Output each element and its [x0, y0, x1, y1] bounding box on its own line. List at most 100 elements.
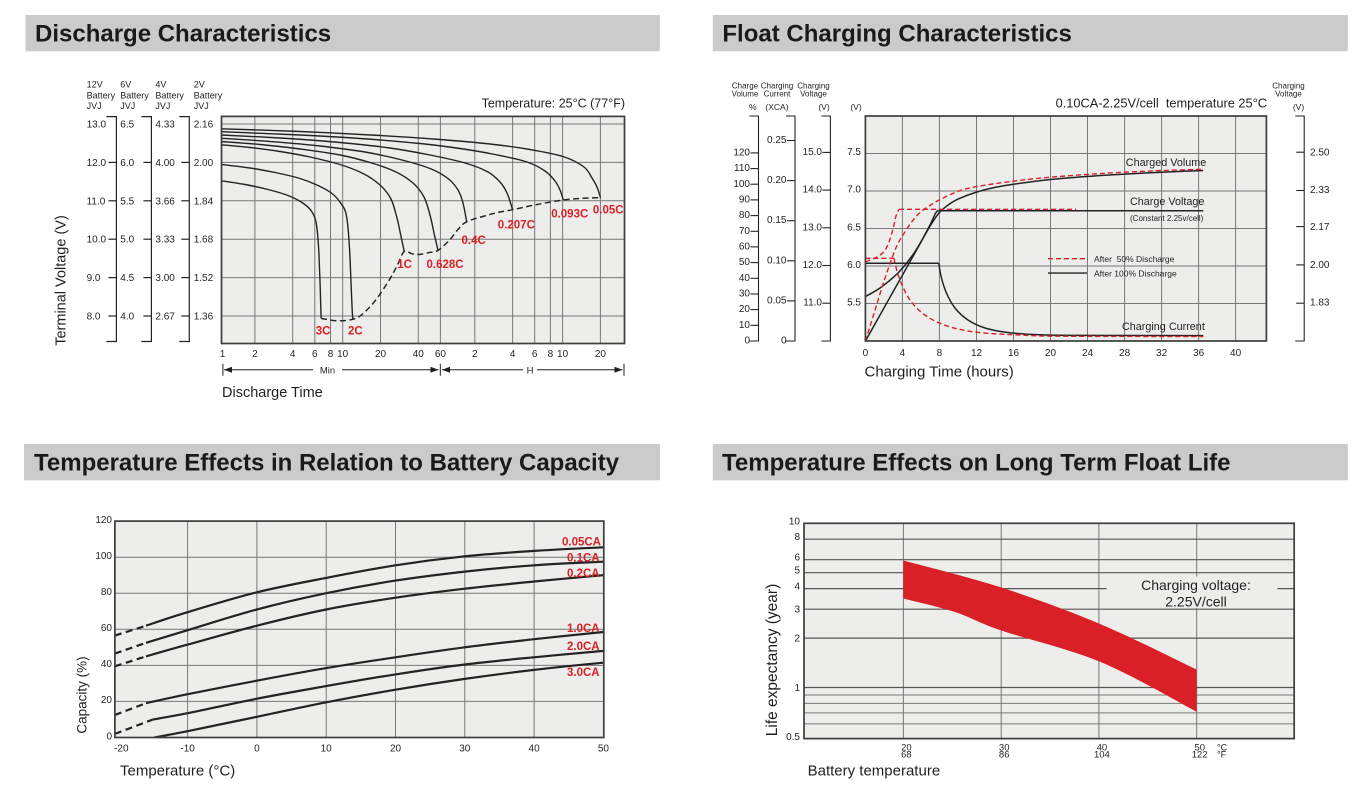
svg-text:2C: 2C	[348, 326, 363, 338]
svg-text:20: 20	[101, 695, 113, 706]
svg-text:8.0: 8.0	[87, 312, 101, 323]
svg-text:40: 40	[1097, 742, 1108, 753]
svg-text:28: 28	[1119, 348, 1131, 359]
svg-text:2: 2	[472, 349, 478, 360]
svg-text:0.2CA: 0.2CA	[567, 568, 600, 580]
svg-text:Terminal Voltage (V): Terminal Voltage (V)	[54, 215, 70, 346]
svg-text:110: 110	[734, 163, 750, 174]
svg-text:120: 120	[733, 147, 750, 158]
svg-text:Charging Current: Charging Current	[1122, 321, 1205, 333]
svg-text:0.093C: 0.093C	[551, 209, 588, 221]
svg-text:30: 30	[999, 742, 1010, 753]
svg-text:Charging voltage:: Charging voltage:	[1141, 577, 1251, 593]
svg-text:Charge Voltage: Charge Voltage	[1130, 196, 1204, 208]
svg-text:60: 60	[739, 241, 751, 252]
svg-text:120: 120	[95, 515, 112, 526]
svg-text:4: 4	[794, 582, 800, 593]
svg-text:Charge: Charge	[732, 82, 759, 91]
svg-text:-10: -10	[180, 744, 195, 755]
svg-text:80: 80	[739, 210, 751, 221]
svg-text:2: 2	[252, 349, 258, 360]
svg-text:°C: °C	[1217, 742, 1228, 752]
svg-text:0: 0	[106, 731, 112, 742]
svg-text:8: 8	[794, 532, 800, 543]
svg-text:(XCA): (XCA)	[765, 102, 788, 112]
svg-text:%: %	[749, 102, 757, 112]
svg-text:11.0: 11.0	[803, 298, 822, 309]
svg-text:2.25V/cell: 2.25V/cell	[1165, 594, 1226, 610]
svg-text:12V: 12V	[87, 80, 103, 90]
svg-text:3: 3	[794, 605, 800, 616]
svg-text:0: 0	[863, 348, 869, 359]
svg-text:6.5: 6.5	[847, 222, 861, 233]
svg-text:JVJ: JVJ	[120, 101, 135, 111]
svg-text:40: 40	[529, 744, 541, 755]
svg-text:Discharge Time: Discharge Time	[222, 385, 323, 401]
svg-text:11.0: 11.0	[87, 196, 106, 207]
svg-text:100: 100	[733, 179, 750, 190]
svg-text:30: 30	[459, 744, 471, 755]
svg-text:0.15: 0.15	[767, 215, 787, 226]
svg-text:12: 12	[971, 348, 983, 359]
svg-text:1: 1	[220, 349, 226, 360]
svg-text:20: 20	[390, 744, 402, 755]
svg-text:1.84: 1.84	[194, 196, 214, 207]
svg-text:20: 20	[595, 349, 607, 360]
svg-text:24: 24	[1082, 348, 1094, 359]
svg-text:0.5: 0.5	[786, 732, 800, 743]
svg-text:13.0: 13.0	[87, 120, 107, 131]
svg-text:10: 10	[321, 744, 333, 755]
svg-text:Charging: Charging	[1272, 82, 1304, 91]
svg-text:14.0: 14.0	[803, 185, 823, 196]
svg-text:1.52: 1.52	[194, 273, 214, 284]
svg-text:4.00: 4.00	[155, 158, 175, 169]
svg-text:Temperature Effects on Long Te: Temperature Effects on Long Term Float L…	[722, 450, 1231, 477]
svg-text:Volume: Volume	[732, 90, 759, 99]
svg-text:122: 122	[1192, 749, 1208, 760]
svg-text:30: 30	[739, 289, 751, 300]
svg-text:2.00: 2.00	[194, 158, 214, 169]
svg-text:0.05CA: 0.05CA	[562, 537, 601, 549]
svg-text:Battery: Battery	[155, 91, 184, 101]
svg-text:7.5: 7.5	[847, 147, 861, 158]
svg-text:7.0: 7.0	[847, 185, 861, 196]
svg-text:3.66: 3.66	[155, 196, 175, 207]
svg-text:After 50% Discharge: After 50% Discharge	[1094, 254, 1175, 264]
svg-text:70: 70	[739, 226, 751, 237]
svg-text:0: 0	[254, 744, 260, 755]
svg-text:0.4C: 0.4C	[462, 235, 486, 247]
svg-text:0: 0	[744, 336, 750, 347]
svg-text:12.0: 12.0	[803, 260, 823, 271]
svg-text:6.0: 6.0	[847, 260, 861, 271]
svg-text:4.5: 4.5	[120, 273, 134, 284]
svg-text:68: 68	[901, 749, 912, 760]
svg-text:0.10CA-2.25V/cell temperature: 0.10CA-2.25V/cell temperature 25°C	[1056, 96, 1267, 111]
svg-text:Capacity (%): Capacity (%)	[75, 656, 90, 733]
svg-text:6.0: 6.0	[120, 158, 134, 169]
svg-text:Charging: Charging	[761, 82, 793, 91]
svg-text:4: 4	[900, 348, 906, 359]
svg-text:Voltage: Voltage	[1275, 90, 1302, 99]
svg-text:6.5: 6.5	[120, 120, 134, 131]
svg-text:4.33: 4.33	[155, 120, 175, 131]
svg-text:JVJ: JVJ	[194, 101, 209, 111]
svg-text:20: 20	[1045, 348, 1057, 359]
svg-text:4: 4	[290, 349, 296, 360]
svg-text:60: 60	[101, 623, 113, 634]
svg-text:2.17: 2.17	[1310, 222, 1330, 233]
svg-text:80: 80	[101, 587, 113, 598]
svg-text:9.0: 9.0	[87, 273, 101, 284]
svg-text:Temperature: 25°C (77°F): Temperature: 25°C (77°F)	[482, 97, 625, 111]
svg-text:0.207C: 0.207C	[498, 220, 535, 232]
svg-text:Charging: Charging	[797, 82, 829, 91]
svg-text:5.0: 5.0	[120, 235, 134, 246]
svg-text:90: 90	[739, 194, 751, 205]
svg-text:5: 5	[794, 566, 800, 577]
svg-text:60: 60	[435, 349, 447, 360]
svg-text:Voltage: Voltage	[800, 90, 827, 99]
svg-text:(V): (V)	[1293, 102, 1305, 112]
svg-text:Battery: Battery	[194, 91, 223, 101]
svg-text:Temperature Effects in Relatio: Temperature Effects in Relation to Batte…	[34, 450, 620, 477]
svg-text:32: 32	[1156, 348, 1168, 359]
svg-text:Charged Volume: Charged Volume	[1126, 157, 1206, 169]
